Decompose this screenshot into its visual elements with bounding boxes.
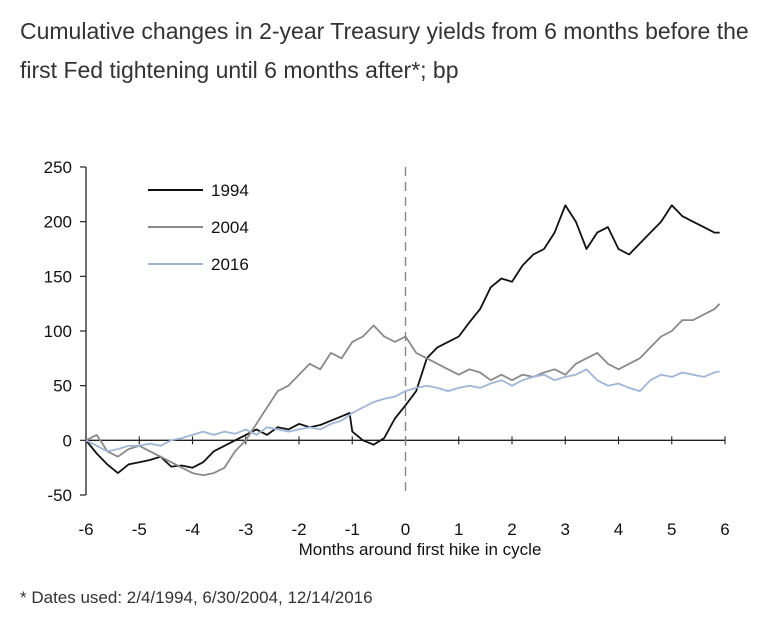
legend-label-2016: 2016 — [211, 255, 249, 274]
x-tick-label: 3 — [561, 520, 570, 539]
y-tick-label: 150 — [44, 267, 72, 286]
series-line-2004 — [85, 303, 721, 477]
x-tick-label: -4 — [185, 520, 200, 539]
x-tick-label: -3 — [238, 520, 253, 539]
series-line-1994 — [85, 204, 720, 474]
x-tick-label: -5 — [132, 520, 147, 539]
y-tick-label: 0 — [63, 431, 72, 450]
x-tick-label: -2 — [291, 520, 306, 539]
x-tick-label: 2 — [507, 520, 516, 539]
chart-plot: -50 0 50 100 150 200 250 -6 -5 -4 -3 -2 -1 0 1 2 3 4 5 6 19… — [44, 158, 730, 559]
y-tick-label: 50 — [53, 377, 72, 396]
legend: 1994 2004 2016 — [148, 181, 249, 274]
x-tick-label: 6 — [720, 520, 729, 539]
axes-group: -50 0 50 100 150 200 250 -6 -5 -4 -3 -2 -1 0 1 2 3 4 5 6 — [44, 158, 730, 539]
x-axis-label: Months around first hike in cycle — [299, 540, 542, 559]
legend-label-1994: 1994 — [211, 181, 249, 200]
chart-title: Cumulative changes in 2-year Treasury yi… — [20, 18, 749, 83]
y-tick-label: 100 — [44, 322, 72, 341]
series-lines — [85, 204, 721, 477]
x-tick-label: 0 — [401, 520, 410, 539]
y-tick-label: 200 — [44, 213, 72, 232]
x-tick-label: 5 — [667, 520, 676, 539]
y-tick-label: -50 — [47, 486, 72, 505]
x-tick-label: 4 — [614, 520, 623, 539]
y-tick-label: 250 — [44, 158, 72, 177]
footnote: * Dates used: 2/4/1994, 6/30/2004, 12/14… — [20, 588, 373, 607]
x-tick-label: -1 — [345, 520, 360, 539]
legend-label-2004: 2004 — [211, 218, 249, 237]
x-tick-label: -6 — [78, 520, 93, 539]
series-line-2016 — [85, 368, 720, 453]
x-tick-label: 1 — [454, 520, 463, 539]
